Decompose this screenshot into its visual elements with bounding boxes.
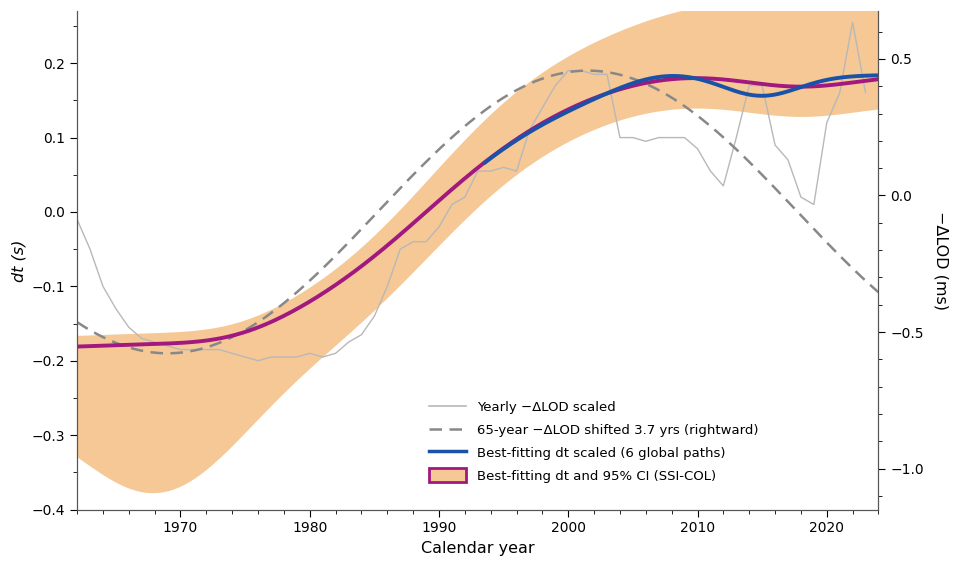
Y-axis label: −ΔLOD (ms): −ΔLOD (ms) xyxy=(934,211,948,310)
Legend: Yearly −ΔLOD scaled, 65-year −ΔLOD shifted 3.7 yrs (rightward), Best-fitting dt : Yearly −ΔLOD scaled, 65-year −ΔLOD shift… xyxy=(424,395,763,488)
X-axis label: Calendar year: Calendar year xyxy=(421,541,535,556)
Y-axis label: dt (s): dt (s) xyxy=(12,239,26,281)
